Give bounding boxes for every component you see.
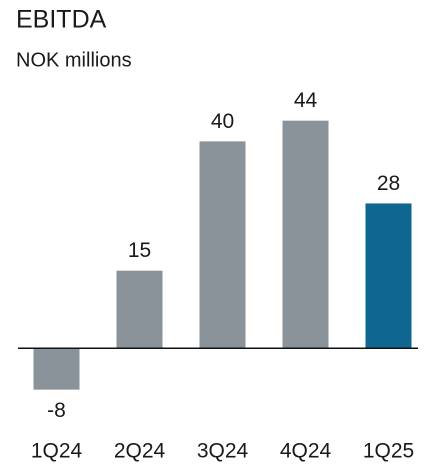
- bar: [33, 348, 80, 390]
- chart-title: EBITDA: [16, 6, 107, 34]
- x-tick-label: 1Q24: [31, 440, 83, 463]
- value-label: 15: [128, 239, 151, 262]
- value-label: 40: [211, 110, 234, 133]
- value-label: -8: [47, 399, 66, 422]
- x-tick-label: 3Q24: [197, 440, 249, 463]
- bar: [365, 203, 412, 349]
- value-label: 44: [294, 89, 318, 112]
- x-tick-label: 1Q25: [363, 440, 414, 463]
- bar: [199, 141, 246, 349]
- bar: [282, 120, 329, 349]
- chart-subtitle: NOK millions: [16, 49, 132, 71]
- bar: [116, 270, 163, 349]
- value-label: 28: [377, 172, 400, 195]
- x-tick-label: 2Q24: [114, 440, 166, 463]
- x-tick-label: 4Q24: [280, 440, 332, 463]
